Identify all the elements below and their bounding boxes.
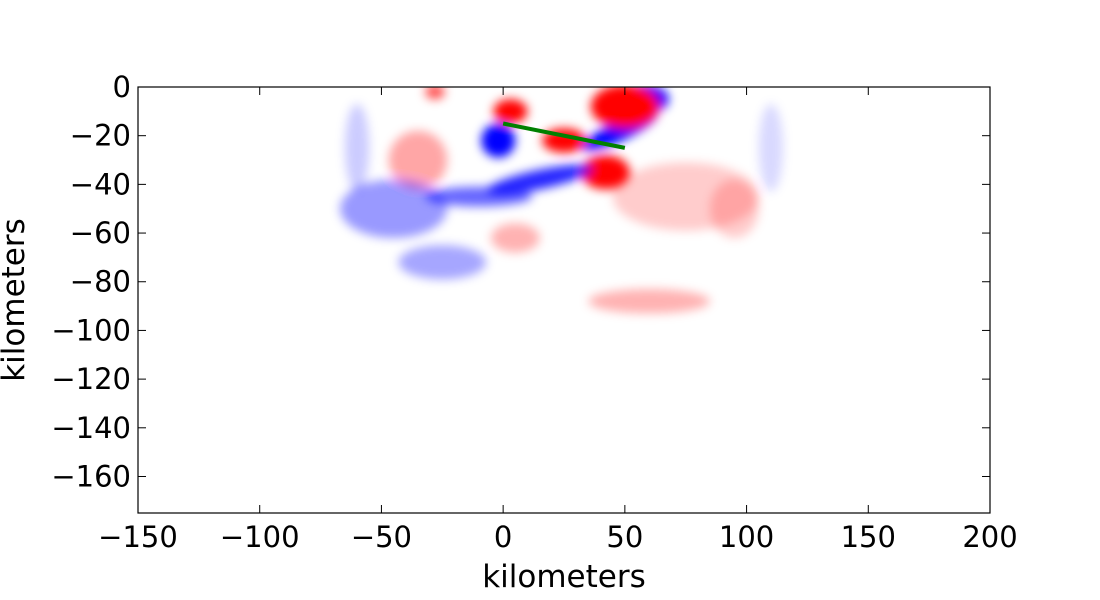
x-tick-label: −100 <box>220 520 300 554</box>
y-tick-label: 0 <box>113 70 131 104</box>
x-tick-label: 150 <box>841 520 896 554</box>
y-tick-label: −40 <box>70 167 131 201</box>
x-tick-label: −150 <box>98 520 178 554</box>
positive-field-region <box>490 223 540 253</box>
positive-field-region <box>493 99 528 124</box>
negative-field-region <box>398 245 487 280</box>
y-tick-label: −120 <box>51 362 131 396</box>
x-tick-label: 0 <box>494 520 512 554</box>
positive-field-region <box>590 87 659 129</box>
x-axis-title: kilometers <box>482 559 646 595</box>
y-tick-label: −80 <box>70 265 131 299</box>
y-tick-label: −20 <box>70 119 131 153</box>
negative-field-region <box>340 179 448 238</box>
y-axis: 0 −20 −40 −60 −80 −100 −120 −140 −160 <box>51 70 990 493</box>
y-tick-label: −160 <box>51 459 131 493</box>
positive-field-region <box>710 179 759 238</box>
positive-field-region <box>581 155 630 190</box>
plot-background <box>138 87 990 513</box>
y-tick-label: −140 <box>51 411 131 445</box>
positive-field-region <box>388 130 448 190</box>
y-tick-label: −60 <box>70 216 131 250</box>
x-tick-label: −50 <box>351 520 412 554</box>
positive-field-region <box>588 289 711 314</box>
negative-field-region <box>481 123 516 158</box>
negative-field-region <box>425 186 533 207</box>
wavefield-layer <box>340 87 784 314</box>
negative-field-region <box>758 104 784 192</box>
x-tick-label: 50 <box>606 520 643 554</box>
x-axis: −150 −100 −50 0 50 100 150 200 <box>98 87 1018 554</box>
negative-field-region <box>487 164 593 195</box>
positive-field-region <box>425 87 445 100</box>
x-tick-label: 200 <box>962 520 1017 554</box>
fault-line-layer <box>502 121 626 150</box>
negative-field-region <box>344 104 370 192</box>
y-axis-title: kilometers <box>0 218 32 382</box>
fault-line <box>502 121 626 150</box>
y-tick-label: −100 <box>51 313 131 347</box>
x-tick-label: 100 <box>719 520 774 554</box>
plot-frame <box>137 86 991 514</box>
